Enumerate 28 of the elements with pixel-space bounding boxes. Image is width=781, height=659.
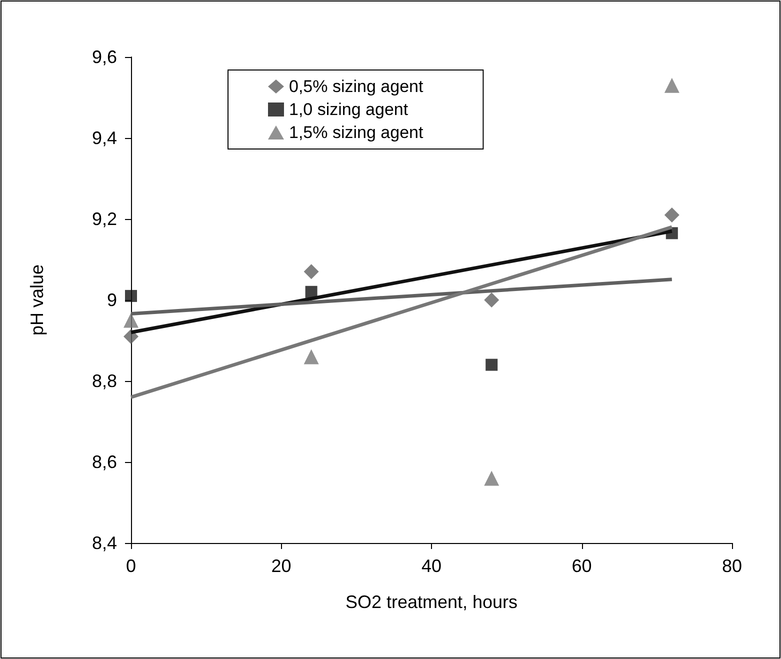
y-tick-label: 9,6 (92, 47, 117, 67)
y-tick-label: 9,4 (92, 128, 117, 148)
y-tick-label: 8,4 (92, 533, 117, 553)
point (124, 312, 138, 328)
point (304, 264, 319, 280)
legend-label: 1,5% sizing agent (289, 123, 424, 142)
y-tick-label: 9,2 (92, 209, 117, 229)
point (124, 328, 138, 344)
x-tick-label: 20 (271, 556, 292, 576)
point (305, 286, 318, 298)
x-tick-label: 60 (572, 556, 592, 576)
y-tick-label: 8,8 (92, 371, 117, 391)
y-tick-label: 8,6 (92, 452, 117, 472)
x-tick-label: 0 (126, 556, 136, 576)
point (664, 207, 680, 222)
y-axis-title: pH value (27, 264, 47, 336)
point (125, 290, 137, 302)
point (484, 470, 500, 486)
legend-label: 1,0 sizing agent (289, 100, 408, 119)
x-axis-title: SO2 treatment, hours (345, 592, 518, 612)
x-tick-label: 80 (722, 556, 742, 576)
legend-label: 0,5% sizing agent (289, 77, 424, 96)
point (486, 358, 498, 371)
point (664, 78, 680, 93)
y-tick-label: 9 (106, 290, 117, 310)
point (304, 349, 319, 364)
point (484, 292, 500, 308)
x-tick-label: 40 (421, 556, 442, 576)
